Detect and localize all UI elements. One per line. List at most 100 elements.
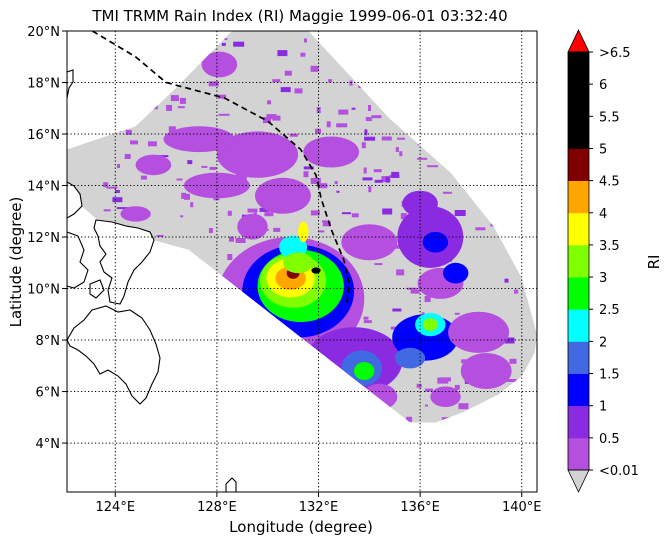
colorbar-tick-label: 3: [599, 271, 607, 286]
rain-speckle: [235, 238, 246, 243]
rain-speckle: [117, 164, 120, 168]
graticule: [67, 31, 537, 492]
rain-speckle: [218, 113, 230, 116]
rain-speckle: [439, 377, 451, 382]
rain-cell: [237, 213, 268, 240]
rain-speckle: [114, 190, 120, 193]
rain-speckle: [336, 123, 348, 128]
rain-speckle: [294, 88, 303, 94]
rain-cell: [163, 126, 235, 153]
rain-speckle: [303, 171, 309, 178]
visayas-islands-coast: [67, 231, 105, 299]
colorbar-tick-label: 4: [599, 207, 607, 222]
colorbar-tick-label: 4.5: [599, 175, 620, 190]
y-tick-label: 20°N: [27, 25, 60, 40]
y-tick-label: 16°N: [27, 128, 60, 143]
colorbar-segment: [568, 180, 589, 214]
rain-cell: [135, 154, 172, 176]
colorbar-segment: [568, 405, 589, 439]
mindanao-coast: [67, 305, 161, 405]
rain-speckle: [391, 171, 400, 178]
islet-coast: [225, 477, 237, 492]
rain-cell: [341, 224, 398, 261]
rain-speckle: [407, 287, 418, 290]
rain-cell: [283, 252, 314, 274]
rain-speckle: [397, 137, 405, 140]
rain-speckle: [458, 403, 469, 410]
rain-speckle: [247, 208, 258, 213]
rain-speckle: [374, 263, 383, 266]
rain-speckle: [130, 140, 138, 145]
rain-cell: [354, 362, 375, 380]
rain-speckle: [406, 416, 413, 422]
rain-speckle: [227, 254, 233, 260]
rain-speckle: [514, 289, 519, 294]
colorbar-tick-label: <0.01: [599, 464, 639, 479]
rain-speckle: [259, 207, 270, 212]
y-tick-label: 14°N: [27, 180, 60, 195]
rain-cell: [311, 267, 321, 274]
colorbar-segment: [568, 212, 589, 246]
rain-speckle: [416, 383, 422, 388]
rain-speckle: [424, 296, 431, 302]
rain-speckle: [303, 166, 314, 170]
rain-speckle: [361, 142, 366, 149]
rain-speckle: [363, 167, 367, 174]
rain-speckle: [410, 289, 420, 294]
rain-speckle: [454, 210, 466, 216]
colorbar-tick-label: 1: [599, 400, 607, 415]
colorbar-segment: [568, 84, 589, 117]
rain-speckle: [176, 178, 183, 181]
map-frame: [66, 30, 538, 493]
rain-cell: [394, 347, 426, 369]
colorbar-tick-label: 3.5: [599, 239, 620, 254]
colorbar-tick-label: 1.5: [599, 368, 620, 383]
rain-speckle: [124, 154, 131, 159]
colorbar-segment: [568, 116, 589, 149]
rain-speckle: [300, 52, 306, 57]
rain-speckle: [364, 129, 368, 136]
rain-speckle: [424, 388, 433, 392]
colorbar-tick-label: 0.5: [599, 432, 620, 447]
rain-speckle: [368, 186, 372, 193]
rain-speckle: [342, 212, 351, 215]
rain-speckle: [280, 87, 291, 93]
x-axis-ticks: 124°E 128°E 132°E 136°E 140°E: [96, 492, 542, 515]
rain-speckle: [392, 244, 404, 249]
rain-speckle: [190, 202, 194, 208]
colorbar-segment: [568, 437, 589, 471]
rain-cell: [422, 318, 438, 331]
rain-speckle: [310, 210, 320, 216]
colorbar-segment: [568, 309, 589, 342]
colorbar-tick-label: 6: [599, 78, 607, 93]
rain-speckle: [336, 190, 340, 193]
rain-speckle: [209, 166, 217, 170]
rain-speckle: [315, 128, 321, 134]
rain-speckle: [417, 157, 428, 160]
rain-speckle: [365, 117, 372, 122]
coastlines: [67, 69, 237, 492]
colorbar-frame: [567, 51, 590, 471]
rain-cell: [448, 311, 510, 353]
rain-speckle: [328, 79, 333, 83]
rain-speckle: [425, 404, 428, 407]
colorbar-segment: [568, 277, 589, 310]
rain-speckle: [475, 227, 486, 231]
rain-cell: [422, 231, 449, 253]
y-tick-label: 8°N: [36, 334, 61, 349]
rain-cell: [303, 136, 360, 168]
rain-field: [102, 38, 526, 423]
colorbar-tick-label: 2: [599, 335, 607, 350]
rain-speckle: [184, 193, 190, 200]
rain-speckle: [322, 220, 327, 223]
colorbar-tick-label: >6.5: [599, 46, 631, 61]
rain-speckle: [208, 81, 219, 87]
y-tick-label: 4°N: [36, 437, 61, 452]
rain-speckle: [374, 179, 383, 183]
rain-cell: [298, 221, 309, 243]
rain-speckle: [351, 213, 359, 218]
rain-speckle: [363, 320, 372, 324]
colorbar-segment: [568, 341, 589, 374]
colorbar-under-arrow: [567, 469, 590, 493]
rain-speckle: [310, 65, 319, 72]
